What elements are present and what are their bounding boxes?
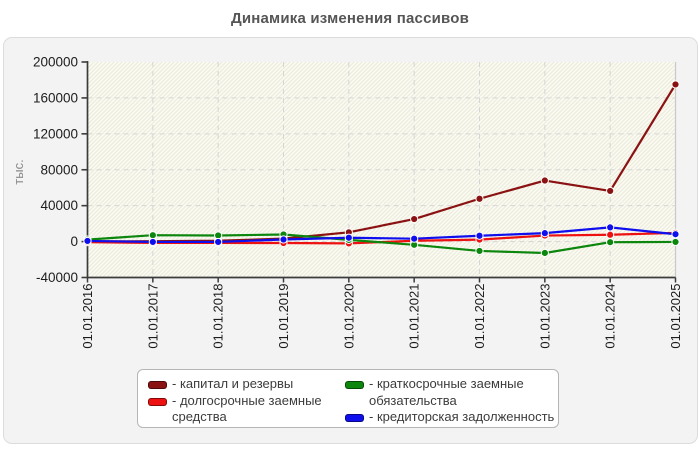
data-point [671, 230, 680, 239]
legend-entry-payables: - кредиторская задолженность [345, 409, 562, 426]
legend-swatch-shortterm-icon [345, 381, 364, 389]
x-tick-label: 01.01.2018 [211, 284, 226, 349]
legend-column-1: - капитал и резервы - долгосрочные заемн… [148, 376, 343, 426]
y-tick-label: 120000 [33, 126, 78, 141]
data-point [148, 231, 157, 240]
data-point [148, 237, 157, 247]
legend-entry-shortterm: - краткосрочные заемные обязательства [345, 376, 562, 409]
y-tick-label: 200000 [33, 55, 78, 70]
data-point [540, 248, 549, 258]
data-point [606, 238, 615, 247]
legend-swatch-payables-icon [345, 414, 364, 422]
data-point [475, 231, 484, 240]
chart-title: Динамика изменения пассивов [230, 10, 470, 27]
data-point [671, 237, 680, 247]
legend-entry-capital: - капитал и резервы [148, 376, 343, 393]
data-point [344, 233, 353, 242]
y-axis-title: тыс. [11, 159, 26, 184]
data-point [475, 246, 484, 256]
legend-label-shortterm: - краткосрочные заемные обязательства [369, 376, 524, 408]
data-point [671, 80, 680, 89]
data-point [279, 235, 288, 244]
y-tick-label: 160000 [33, 90, 78, 105]
x-tick-label: 01.01.2024 [603, 284, 618, 349]
legend-label-capital: - капитал и резервы [172, 376, 294, 391]
data-point [410, 234, 419, 243]
data-point [606, 223, 615, 232]
y-tick-label: 40000 [40, 198, 78, 213]
y-tick-label: -40000 [36, 270, 78, 285]
data-point [606, 230, 615, 239]
data-point [214, 237, 223, 247]
legend-swatch-longterm-icon [148, 397, 167, 406]
legend-label-longterm: - долгосрочные заемные средства [172, 392, 322, 425]
legend-column-2: - краткосрочные заемные обязательства - … [345, 376, 562, 426]
legend-box: - капитал и резервы - долгосрочные заемн… [137, 369, 559, 428]
data-point [475, 194, 484, 203]
x-tick-label: 01.01.2023 [537, 284, 552, 349]
x-tick-label: 01.01.2016 [80, 284, 95, 349]
x-tick-label: 01.01.2020 [341, 284, 356, 349]
y-tick-label: 80000 [40, 162, 78, 177]
y-tick-label: 0 [70, 234, 78, 249]
legend-entry-longterm: - долгосрочные заемные средства [148, 393, 343, 426]
x-tick-label: 01.01.2022 [472, 284, 487, 349]
x-tick-label: 01.01.2017 [145, 284, 160, 349]
data-point [83, 236, 92, 246]
data-point [540, 229, 549, 238]
data-point [410, 214, 419, 224]
data-point [606, 186, 615, 196]
x-tick-label: 01.01.2021 [407, 284, 422, 349]
data-point [540, 176, 549, 185]
legend-swatch-capital-icon [148, 381, 167, 389]
x-tick-label: 01.01.2025 [668, 284, 683, 349]
x-tick-label: 01.01.2019 [276, 284, 291, 349]
legend-label-payables: - кредиторская задолженность [369, 409, 555, 424]
